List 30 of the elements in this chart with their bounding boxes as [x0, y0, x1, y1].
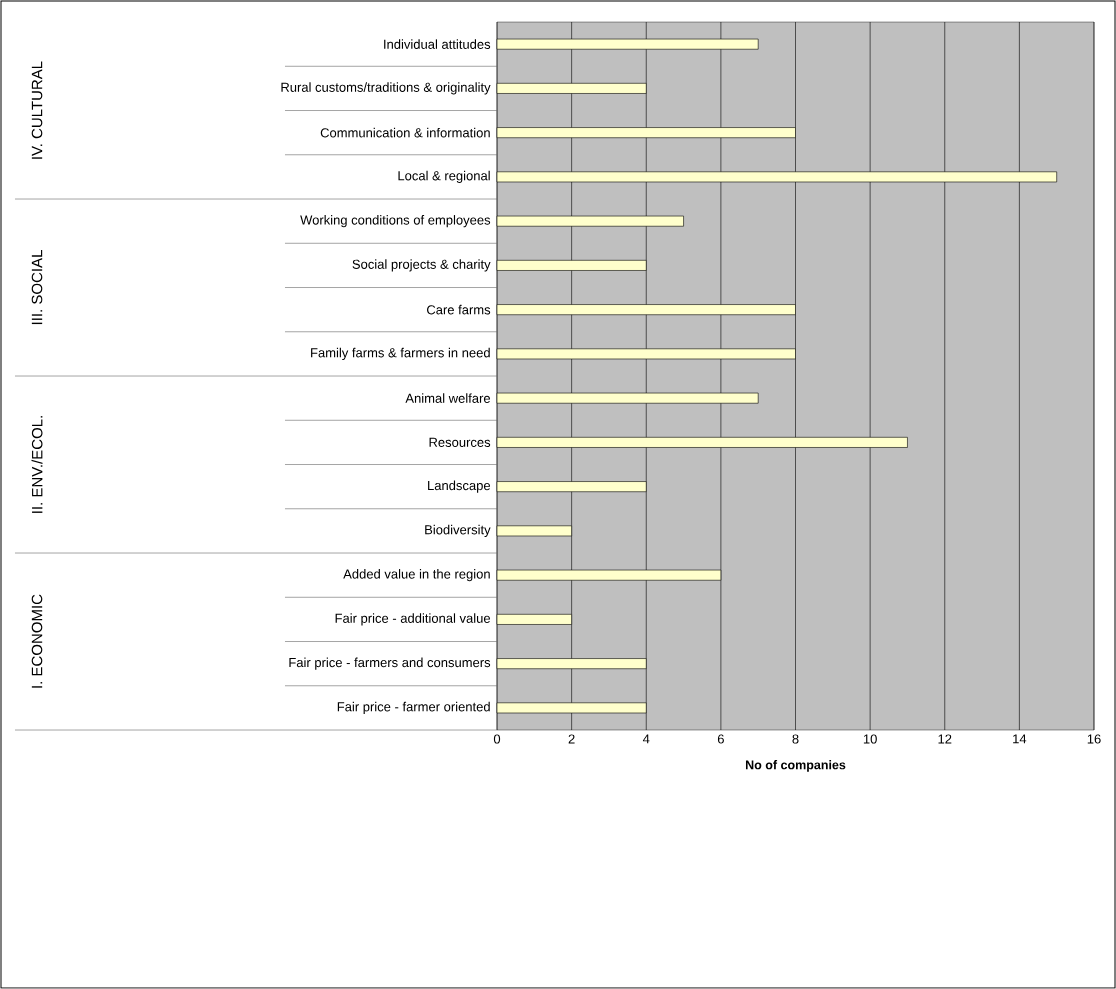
x-tick-label: 0	[493, 734, 501, 744]
x-axis-title: No of companies	[745, 760, 846, 772]
text: III. SOCIAL	[31, 250, 43, 325]
y-tick-label: Fair price - farmer oriented	[337, 701, 490, 714]
y-tick-label: Individual attitudes	[384, 39, 491, 49]
y-tick-label: Care farms	[427, 304, 491, 315]
y-tick-label: Social projects & charity	[352, 259, 491, 272]
y-tick-label: Family farms & farmers in need	[311, 347, 490, 360]
y-tick-label: Working conditions of employees	[300, 215, 491, 228]
text: IV. CULTURAL	[31, 61, 43, 159]
y-tick-label: Animal welfare	[405, 393, 491, 403]
y-tick-label: Added value in the region	[343, 569, 490, 582]
x-tick-label: 14	[1013, 734, 1027, 744]
x-tick-label: 12	[938, 734, 952, 744]
x-tick-label: 10	[863, 734, 877, 744]
x-tick-label: 6	[717, 734, 724, 744]
x-tick-label: 2	[568, 734, 575, 744]
y-tick-label: Local & regional	[398, 170, 490, 183]
y-tick-label: Resources	[429, 437, 491, 447]
text: I. ECONOMIC	[31, 594, 43, 688]
y-tick-label: Landscape	[428, 480, 491, 493]
x-tick-label: 4	[642, 734, 650, 744]
y-tick-label: Biodiversity	[425, 524, 491, 537]
y-tick-label: Fair price - additional value	[335, 613, 491, 626]
y-tick-label: Rural customs/traditions & originality	[281, 82, 491, 95]
x-tick-label: 16	[1087, 734, 1101, 744]
y-tick-label: Communication & information	[320, 127, 490, 138]
x-tick-label: 8	[792, 734, 799, 744]
text: II. ENV./ECOL.	[31, 416, 43, 513]
y-tick-label: Fair price - farmers and consumers	[289, 657, 491, 670]
